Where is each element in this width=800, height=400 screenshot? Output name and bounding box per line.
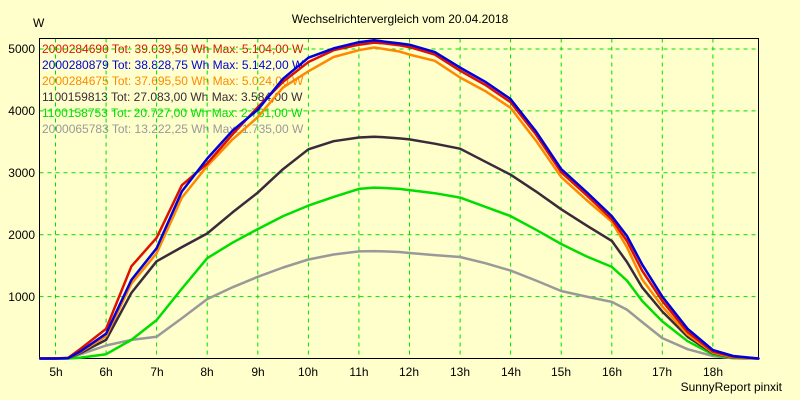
legend-item-2000280879: 2000280879 Tot: 38.828,75 Wh Max: 5.142,… xyxy=(42,58,304,72)
x-tick-label: 17h xyxy=(651,365,673,379)
x-tick-label: 16h xyxy=(601,365,623,379)
x-tick-label: 11h xyxy=(349,365,369,379)
x-tick-label: 10h xyxy=(297,365,319,379)
x-tick-label: 18h xyxy=(702,365,724,379)
series-line-2000065783 xyxy=(39,249,760,360)
legend: 2000284690 Tot: 39.039,50 Wh Max: 5.104,… xyxy=(42,41,303,137)
legend-item-2000284690: 2000284690 Tot: 39.039,50 Wh Max: 5.104,… xyxy=(42,42,304,56)
legend-item-1100159813: 1100159813 Tot: 27.083,00 Wh Max: 3.584,… xyxy=(42,90,303,104)
y-tick-label: 3000 xyxy=(8,166,35,180)
chart-title: Wechselrichtervergleich vom 20.04.2018 xyxy=(291,12,509,26)
x-tick-label: 12h xyxy=(398,365,420,379)
y-tick-label: 5000 xyxy=(8,42,35,56)
legend-item-2000065783: 2000065783 Tot: 13.222,25 Wh Max: 1.735,… xyxy=(42,122,304,136)
y-tick-label: 4000 xyxy=(8,104,35,118)
y-tick-label: 2000 xyxy=(8,228,35,242)
x-tick-label: 5h xyxy=(49,365,63,379)
legend-item-1100158753: 1100158753 Tot: 20.727,00 Wh Max: 2.761,… xyxy=(42,106,303,120)
x-tick-label: 14h xyxy=(500,365,522,379)
x-tick-label: 13h xyxy=(449,365,471,379)
x-tick-label: 15h xyxy=(550,365,572,379)
x-tick-label: 9h xyxy=(251,365,265,379)
series-line-1100158753 xyxy=(39,186,760,360)
attribution-text: SunnyReport pinxit xyxy=(680,380,782,394)
y-tick-label: 1000 xyxy=(8,290,35,304)
legend-item-2000284675: 2000284675 Tot: 37.695,50 Wh Max: 5.024,… xyxy=(42,74,304,88)
y-axis-unit-label: W xyxy=(33,16,45,30)
x-tick-label: 6h xyxy=(99,365,113,379)
series-line-1100159813 xyxy=(39,135,760,360)
x-tick-label: 7h xyxy=(150,365,164,379)
x-tick-label: 8h xyxy=(200,365,214,379)
